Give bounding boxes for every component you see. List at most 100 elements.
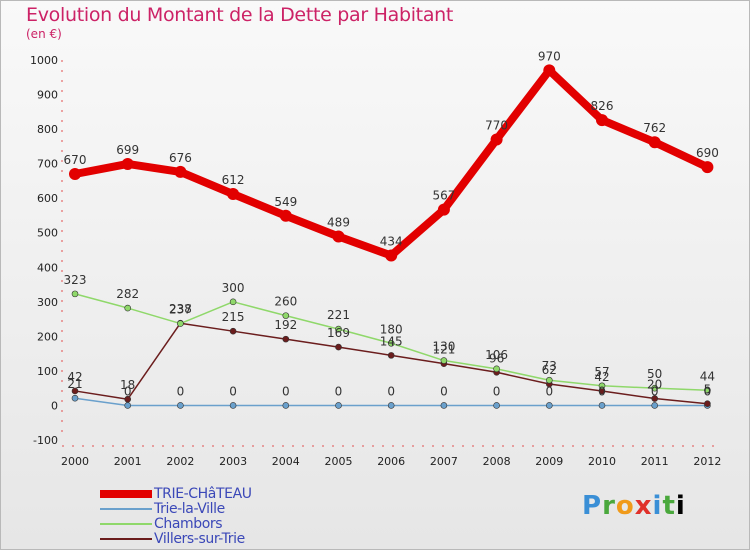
legend-item: Villers-sur-Trie xyxy=(100,530,252,547)
y-tick-label: 200 xyxy=(37,330,58,343)
data-point xyxy=(335,402,342,409)
data-point xyxy=(177,402,184,409)
y-tick-label: 600 xyxy=(37,192,58,205)
data-point xyxy=(124,395,131,403)
data-point xyxy=(282,335,290,343)
data-label: 57 xyxy=(594,365,609,379)
data-point xyxy=(704,400,711,408)
data-point xyxy=(545,402,553,409)
legend-swatch xyxy=(100,537,152,540)
data-point xyxy=(440,357,448,364)
data-label: 44 xyxy=(700,369,715,383)
data-label: 0 xyxy=(651,384,659,398)
data-label: 96 xyxy=(489,351,504,365)
data-label: 699 xyxy=(116,143,139,157)
data-point xyxy=(493,402,500,409)
data-label: 21 xyxy=(67,377,82,391)
data-label: 0 xyxy=(335,384,343,398)
data-point xyxy=(229,298,237,306)
y-tick-label: 300 xyxy=(37,296,58,309)
data-point xyxy=(385,249,398,262)
y-tick-label: 500 xyxy=(37,227,58,240)
legend: TRIE-CHâTEAU Trie-la-Ville Chambors Villers… xyxy=(100,485,252,547)
y-tick-label: 400 xyxy=(37,261,58,274)
data-point xyxy=(124,304,131,312)
data-label: 20 xyxy=(647,378,662,392)
data-label: 215 xyxy=(222,310,245,324)
legend-item: Trie-la-Ville xyxy=(100,501,252,517)
data-label: 50 xyxy=(647,367,662,381)
data-label: 970 xyxy=(538,49,561,63)
x-tick-label: 2009 xyxy=(535,455,563,468)
legend-label: Villers-sur-Trie xyxy=(154,530,245,547)
legend-swatch xyxy=(100,507,152,510)
data-label: 18 xyxy=(120,378,135,392)
data-point xyxy=(704,386,711,394)
y-tick-label: 1000 xyxy=(30,54,58,67)
y-tick-label: 700 xyxy=(37,158,58,171)
y-tick-label: -100 xyxy=(33,434,58,447)
data-point xyxy=(227,188,240,201)
data-point xyxy=(335,325,342,333)
data-point xyxy=(490,133,503,146)
data-point xyxy=(598,382,606,390)
y-tick-label: 900 xyxy=(37,89,58,102)
data-label: 434 xyxy=(380,235,403,249)
legend-item: Chambors xyxy=(100,515,252,532)
data-point xyxy=(71,290,79,298)
data-label: 237 xyxy=(169,303,192,317)
data-point xyxy=(229,327,237,335)
data-point xyxy=(387,339,395,347)
x-tick-label: 2011 xyxy=(641,455,669,468)
data-label: 192 xyxy=(274,318,297,332)
data-label: 73 xyxy=(542,359,557,373)
data-point xyxy=(596,114,608,127)
data-point xyxy=(71,394,79,402)
data-point xyxy=(282,402,290,409)
data-label: 549 xyxy=(274,195,297,209)
data-label: 121 xyxy=(432,343,455,357)
chart-title: Evolution du Montant de la Dette par Hab… xyxy=(26,4,454,26)
data-point xyxy=(282,312,290,319)
data-label: 826 xyxy=(591,99,614,113)
legend-item: TRIE-CHâTEAU xyxy=(100,485,252,502)
data-point xyxy=(598,402,606,409)
data-label: 106 xyxy=(485,348,508,362)
data-label: 5 xyxy=(704,383,712,397)
x-tick-label: 2012 xyxy=(693,455,721,468)
legend-label: TRIE-CHâTEAU xyxy=(154,485,252,502)
data-point xyxy=(651,395,659,402)
data-point xyxy=(437,203,450,216)
data-label: 0 xyxy=(177,384,185,398)
x-tick-label: 2007 xyxy=(430,455,458,468)
data-label: 0 xyxy=(282,384,290,398)
data-label: 323 xyxy=(64,273,87,287)
x-tick-label: 2001 xyxy=(114,455,142,468)
x-tick-label: 2003 xyxy=(219,455,247,468)
data-point xyxy=(493,365,500,373)
data-label: 0 xyxy=(493,384,501,398)
y-tick-label: 100 xyxy=(37,365,58,378)
data-label: 489 xyxy=(327,216,350,230)
data-label: 180 xyxy=(380,322,403,336)
x-tick-label: 2002 xyxy=(166,455,194,468)
y-tick-label: 0 xyxy=(51,399,58,412)
data-point xyxy=(545,376,553,384)
data-label: 42 xyxy=(594,370,609,384)
data-point xyxy=(71,387,79,395)
data-label: 282 xyxy=(116,287,139,301)
data-label: 0 xyxy=(124,384,132,398)
data-label: 762 xyxy=(643,121,666,135)
data-point xyxy=(174,165,187,178)
x-tick-label: 2005 xyxy=(325,455,353,468)
data-point xyxy=(177,320,184,327)
data-point xyxy=(648,136,661,149)
data-label: 130 xyxy=(432,340,455,354)
data-label: 62 xyxy=(542,363,557,377)
x-tick-label: 2008 xyxy=(483,455,511,468)
data-label: 670 xyxy=(64,153,87,167)
legend-label: Chambors xyxy=(154,515,223,532)
data-point xyxy=(651,384,659,392)
